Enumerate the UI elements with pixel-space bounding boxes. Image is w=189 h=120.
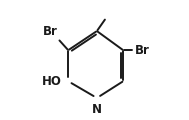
Text: N: N bbox=[92, 103, 102, 116]
Text: HO: HO bbox=[42, 75, 62, 88]
Text: Br: Br bbox=[135, 44, 150, 57]
Text: Br: Br bbox=[43, 25, 57, 38]
